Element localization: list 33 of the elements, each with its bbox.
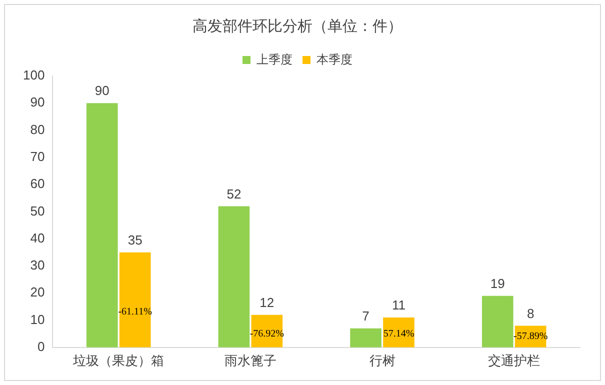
data-label: 35 xyxy=(128,232,142,248)
y-tick-label: 80 xyxy=(30,122,45,137)
chart-title: 高发部件环比分析（单位：件） xyxy=(192,18,402,36)
data-label: 19 xyxy=(490,276,505,291)
y-tick-label: 20 xyxy=(30,284,45,300)
y-tick-label: 50 xyxy=(30,203,45,218)
bar xyxy=(350,328,382,348)
bar xyxy=(218,206,250,348)
legend-label: 本季度 xyxy=(316,52,352,66)
y-tick-label: 60 xyxy=(30,176,45,192)
data-label: 90 xyxy=(94,83,110,98)
data-label: 11 xyxy=(392,298,406,313)
data-label: 8 xyxy=(526,306,534,321)
y-tick-label: 90 xyxy=(30,94,45,110)
y-tick-label: 100 xyxy=(22,68,45,83)
y-tick-label: 40 xyxy=(30,230,45,246)
y-tick-label: 10 xyxy=(30,312,45,327)
annotation: 57.14% xyxy=(383,328,414,340)
data-label: 52 xyxy=(226,186,242,202)
bar xyxy=(383,318,414,348)
y-tick-label: 30 xyxy=(30,258,45,273)
bar xyxy=(86,103,118,348)
bar xyxy=(119,252,151,348)
y-tick-label: 0 xyxy=(37,338,45,354)
data-label: 12 xyxy=(260,294,274,310)
bar xyxy=(482,296,514,348)
legend-label: 上季度 xyxy=(256,52,292,66)
x-tick-label: 行树 xyxy=(369,352,396,368)
x-tick-label: 雨水篦子 xyxy=(224,352,276,368)
x-tick-label: 垃圾（果皮）箱 xyxy=(72,352,164,368)
x-tick-label: 交通护栏 xyxy=(488,352,540,368)
y-tick-label: 70 xyxy=(30,149,45,164)
data-label: 7 xyxy=(362,308,370,324)
